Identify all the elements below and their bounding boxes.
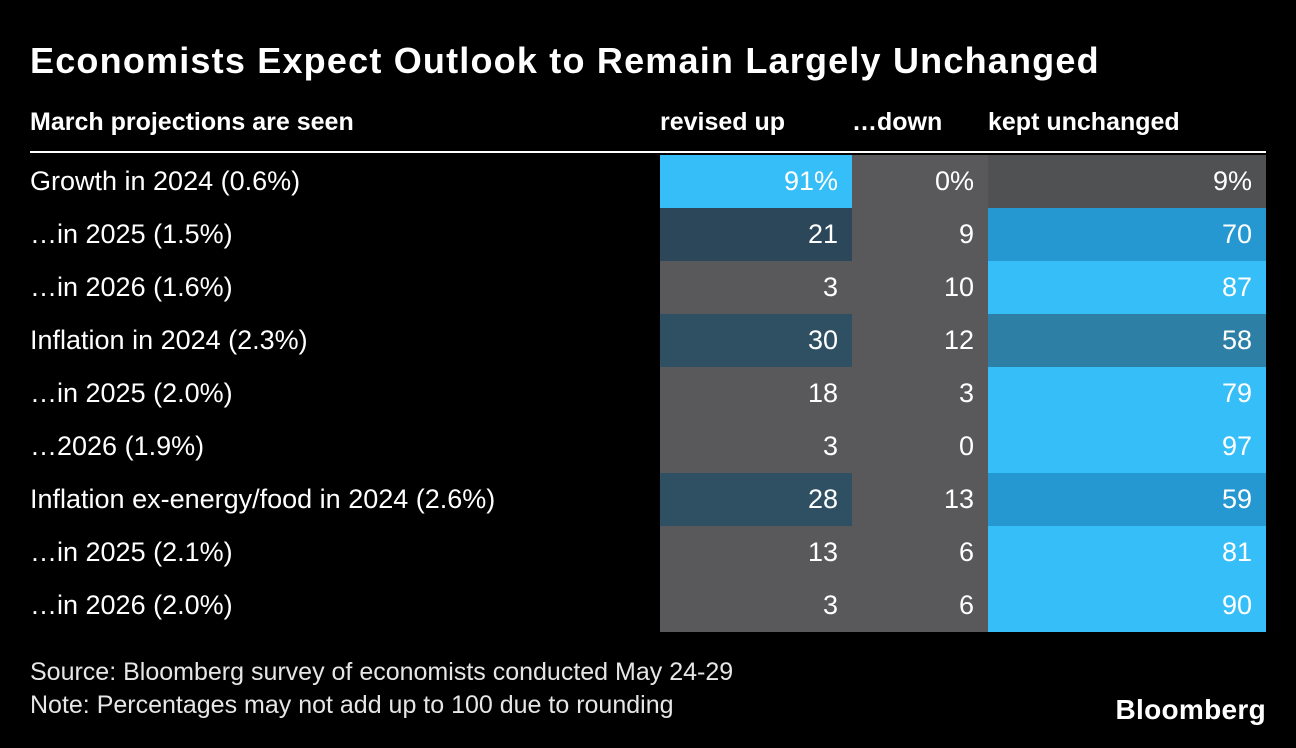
header-divider — [30, 151, 1266, 153]
row-label: …in 2025 (2.1%) — [30, 537, 233, 567]
cell-kept-unchanged: 59 — [988, 473, 1266, 526]
cell-kept-unchanged: 90 — [988, 579, 1266, 632]
bloomberg-logo: Bloomberg — [1115, 694, 1266, 725]
cell-down: 0% — [852, 155, 988, 208]
header-col-revised-up: revised up — [660, 108, 786, 136]
cell-revised-up: 21 — [660, 208, 852, 261]
table-header: March projections are seen revised up …d… — [30, 108, 1266, 137]
row-label: …in 2026 (2.0%) — [30, 590, 233, 620]
cell-kept-unchanged: 97 — [988, 420, 1266, 473]
header-col-kept-unchanged: kept unchanged — [988, 108, 1180, 136]
row-label: …in 2025 (2.0%) — [30, 378, 233, 408]
cell-kept-unchanged: 87 — [988, 261, 1266, 314]
chart-footer: Source: Bloomberg survey of economists c… — [30, 656, 1266, 721]
cell-down: 10 — [852, 261, 988, 314]
cell-down: 13 — [852, 473, 988, 526]
cell-kept-unchanged: 58 — [988, 314, 1266, 367]
table-row: …in 2025 (2.0%) 18 3 79 — [30, 367, 1266, 420]
cell-kept-unchanged: 9% — [988, 155, 1266, 208]
cell-down: 6 — [852, 579, 988, 632]
table-row: Inflation in 2024 (2.3%) 30 12 58 — [30, 314, 1266, 367]
cell-revised-up: 3 — [660, 261, 852, 314]
header-col-down: …down — [852, 108, 943, 136]
row-label: …in 2025 (1.5%) — [30, 219, 233, 249]
row-label: Growth in 2024 (0.6%) — [30, 166, 301, 196]
row-label: Inflation in 2024 (2.3%) — [30, 325, 308, 355]
table-row: …in 2026 (1.6%) 3 10 87 — [30, 261, 1266, 314]
table-row: …in 2025 (1.5%) 21 9 70 — [30, 208, 1266, 261]
cell-down: 0 — [852, 420, 988, 473]
cell-revised-up: 30 — [660, 314, 852, 367]
cell-revised-up: 28 — [660, 473, 852, 526]
rounding-note: Note: Percentages may not add up to 100 … — [30, 690, 674, 719]
chart-title: Economists Expect Outlook to Remain Larg… — [30, 40, 1100, 81]
heatmap-table: Growth in 2024 (0.6%) 91% 0% 9% …in 2025… — [30, 155, 1266, 632]
cell-revised-up: 91% — [660, 155, 852, 208]
cell-revised-up: 13 — [660, 526, 852, 579]
header-row-label: March projections are seen — [30, 108, 354, 136]
row-label: …in 2026 (1.6%) — [30, 272, 233, 302]
cell-down: 6 — [852, 526, 988, 579]
cell-kept-unchanged: 79 — [988, 367, 1266, 420]
table-row: Inflation ex-energy/food in 2024 (2.6%) … — [30, 473, 1266, 526]
table-row: Growth in 2024 (0.6%) 91% 0% 9% — [30, 155, 1266, 208]
cell-revised-up: 18 — [660, 367, 852, 420]
table-row: …2026 (1.9%) 3 0 97 — [30, 420, 1266, 473]
cell-down: 12 — [852, 314, 988, 367]
cell-kept-unchanged: 70 — [988, 208, 1266, 261]
table-row: …in 2025 (2.1%) 13 6 81 — [30, 526, 1266, 579]
cell-revised-up: 3 — [660, 579, 852, 632]
row-label: Inflation ex-energy/food in 2024 (2.6%) — [30, 484, 496, 514]
cell-revised-up: 3 — [660, 420, 852, 473]
cell-kept-unchanged: 81 — [988, 526, 1266, 579]
cell-down: 3 — [852, 367, 988, 420]
table-row: …in 2026 (2.0%) 3 6 90 — [30, 579, 1266, 632]
row-label: …2026 (1.9%) — [30, 431, 205, 461]
cell-down: 9 — [852, 208, 988, 261]
source-note: Source: Bloomberg survey of economists c… — [30, 658, 734, 686]
